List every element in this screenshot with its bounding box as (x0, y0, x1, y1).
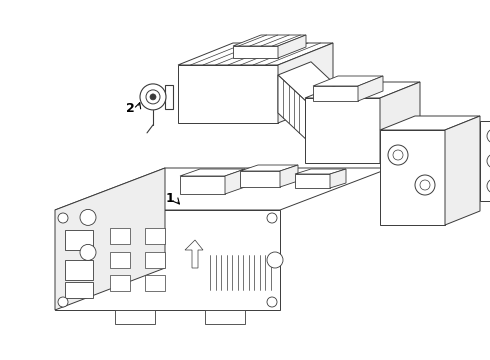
Polygon shape (240, 171, 280, 187)
Circle shape (146, 90, 160, 104)
Polygon shape (240, 165, 298, 171)
Circle shape (58, 213, 68, 223)
Polygon shape (295, 174, 330, 188)
Circle shape (487, 179, 490, 193)
Polygon shape (55, 210, 280, 310)
Text: 1: 1 (166, 192, 174, 204)
Circle shape (393, 150, 403, 160)
Polygon shape (205, 310, 245, 324)
Circle shape (140, 84, 166, 110)
Polygon shape (358, 76, 383, 101)
Circle shape (487, 154, 490, 168)
Polygon shape (295, 169, 346, 174)
Polygon shape (380, 130, 445, 225)
Circle shape (150, 94, 156, 100)
Polygon shape (278, 43, 333, 123)
Polygon shape (278, 35, 306, 58)
Polygon shape (305, 82, 420, 98)
Polygon shape (330, 169, 346, 188)
Polygon shape (65, 230, 93, 250)
Polygon shape (165, 85, 173, 109)
Circle shape (267, 297, 277, 307)
Polygon shape (115, 310, 155, 324)
Text: 2: 2 (125, 102, 134, 114)
Polygon shape (445, 116, 480, 225)
Polygon shape (313, 76, 383, 86)
Polygon shape (225, 169, 245, 194)
Polygon shape (180, 176, 225, 194)
Polygon shape (65, 282, 93, 298)
Circle shape (415, 175, 435, 195)
Polygon shape (145, 228, 165, 244)
Polygon shape (178, 43, 333, 65)
Polygon shape (233, 35, 306, 46)
Circle shape (58, 297, 68, 307)
Polygon shape (313, 86, 358, 101)
Circle shape (388, 145, 408, 165)
Polygon shape (145, 252, 165, 268)
Polygon shape (380, 116, 480, 130)
Polygon shape (180, 169, 245, 176)
Polygon shape (278, 75, 310, 143)
Circle shape (487, 129, 490, 143)
Polygon shape (305, 98, 380, 163)
Polygon shape (110, 252, 130, 268)
Circle shape (267, 252, 283, 268)
Polygon shape (480, 121, 490, 201)
Polygon shape (380, 82, 420, 163)
Circle shape (267, 213, 277, 223)
Circle shape (420, 180, 430, 190)
Polygon shape (280, 165, 298, 187)
Polygon shape (55, 168, 390, 210)
Polygon shape (145, 275, 165, 291)
Polygon shape (55, 168, 165, 310)
Polygon shape (278, 62, 343, 105)
Polygon shape (185, 240, 203, 268)
Circle shape (80, 210, 96, 225)
Polygon shape (233, 46, 278, 58)
Polygon shape (110, 275, 130, 291)
Polygon shape (110, 228, 130, 244)
Polygon shape (178, 65, 278, 123)
Polygon shape (65, 260, 93, 280)
Circle shape (80, 244, 96, 260)
